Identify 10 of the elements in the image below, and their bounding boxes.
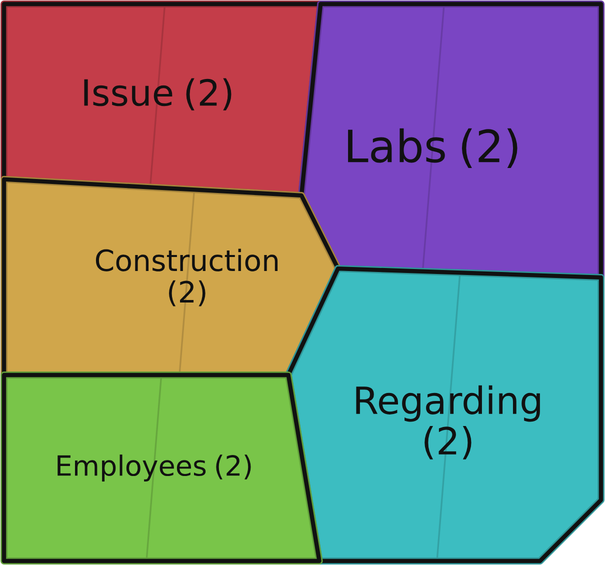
data-label: (2): [424, 426, 472, 460]
category-label: Regarding: [356, 385, 540, 422]
category-label: Issue: [84, 79, 172, 106]
category-label: Labs: [348, 128, 445, 163]
category-label: Construction: [96, 248, 278, 272]
category-label: Employees: [58, 454, 206, 482]
data-label: (2): [169, 280, 206, 306]
data-label: (2): [216, 454, 251, 480]
data-label: (2): [186, 78, 232, 110]
data-label: (2): [462, 128, 518, 168]
